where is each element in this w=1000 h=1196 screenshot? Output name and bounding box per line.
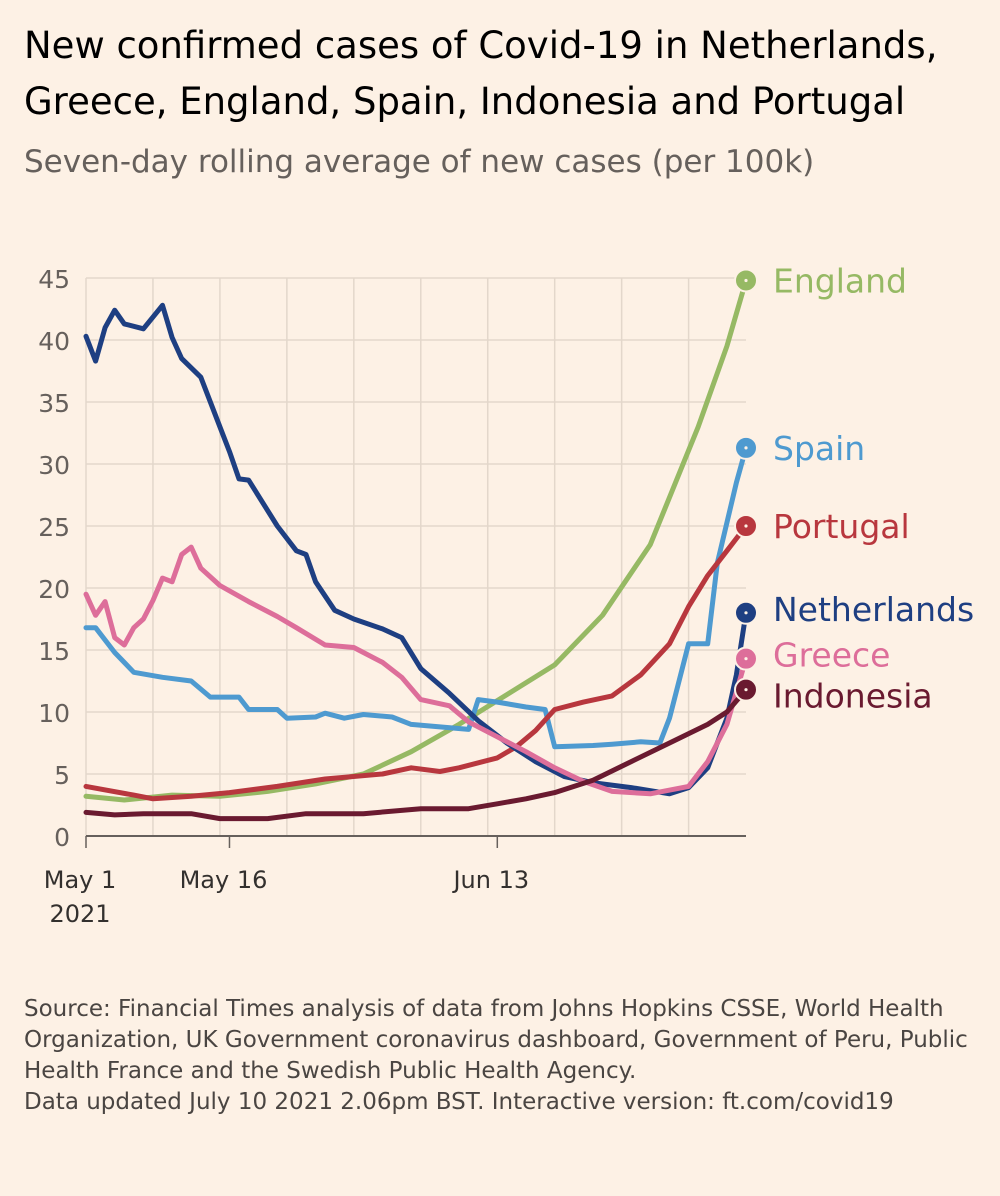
y-tick-label: 40 (38, 327, 70, 356)
source-note: Source: Financial Times analysis of data… (24, 996, 968, 1084)
series-end-dot (744, 524, 748, 528)
series-line-spain (83, 445, 749, 750)
y-tick-label: 45 (38, 265, 70, 294)
x-tick-label: May 1 (44, 866, 117, 894)
series-line-netherlands (83, 302, 749, 797)
series-labels: England Spain Portugal Netherlands GreeceInd… (734, 261, 974, 716)
x-tick-sublabel: 2021 (49, 900, 110, 928)
series-line-portugal (83, 523, 749, 802)
x-tick-label: May 16 (180, 866, 268, 894)
series-end-dot (744, 657, 748, 661)
grid-lines (85, 277, 746, 836)
series-lines (83, 278, 749, 822)
series-label-indonesia: Indonesia (773, 677, 933, 716)
y-tick-label: 5 (54, 761, 70, 790)
y-tick-label: 20 (38, 575, 70, 604)
chart-subtitle: Seven-day rolling average of new cases (… (24, 144, 815, 180)
x-tick-label: Jun 13 (451, 866, 529, 894)
x-axis-tick-labels: May 1 2021 May 16 Jun 13 (44, 836, 529, 928)
series-end-dot (744, 446, 748, 450)
y-tick-label: 25 (38, 513, 70, 542)
series-line-indonesia (83, 687, 749, 822)
y-tick-label: 0 (54, 823, 70, 852)
series-label-spain: Spain (773, 429, 865, 468)
y-axis-tick-labels: 0 5 10 15 20 25 30 35 40 45 (38, 265, 70, 852)
series-label-netherlands: Netherlands (773, 590, 974, 629)
chart-footer: Source: Financial Times analysis of data… (24, 994, 984, 1118)
update-note: Data updated July 10 2021 2.06pm BST. In… (24, 1089, 894, 1115)
series-end-dot (744, 688, 748, 692)
y-tick-label: 35 (38, 389, 70, 418)
y-tick-label: 10 (38, 699, 70, 728)
series-line-greece (83, 544, 749, 797)
chart-title: New confirmed cases of Covid-19 in Nethe… (24, 24, 938, 123)
series-label-greece: Greece (773, 636, 890, 675)
series-label-england: England (773, 261, 907, 300)
series-end-dot (744, 278, 748, 283)
line-chart: 0 5 10 15 20 25 30 35 40 45 May 1 2021 May 16 Jun 13… (38, 261, 974, 928)
y-tick-label: 15 (38, 637, 70, 666)
series-label-portugal: Portugal (773, 507, 910, 546)
series-end-dot (744, 611, 748, 615)
y-tick-label: 30 (38, 451, 70, 480)
